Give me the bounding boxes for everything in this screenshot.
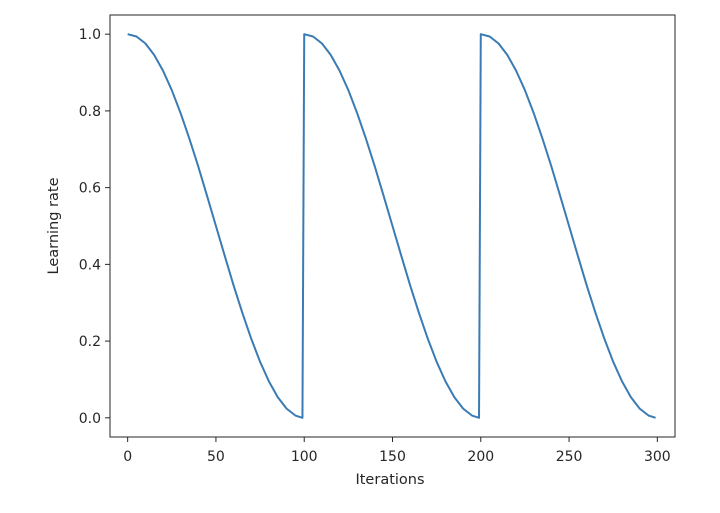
x-axis-label: Iterations	[355, 472, 424, 488]
x-axis-ticks: 0 50 100 150 200 250 300	[123, 437, 671, 465]
y-tick-label: 0.6	[79, 181, 101, 197]
y-tick-label: 0.0	[79, 411, 101, 427]
y-tick-label: 0.4	[79, 257, 101, 273]
y-axis-ticks: 0.0 0.2 0.4 0.6 0.8 1.0	[79, 27, 110, 427]
x-tick-label: 0	[123, 449, 132, 465]
x-tick-label: 250	[556, 449, 583, 465]
x-tick-label: 50	[207, 449, 225, 465]
y-tick-label: 0.8	[79, 104, 101, 120]
x-tick-label: 150	[379, 449, 406, 465]
x-tick-label: 100	[291, 449, 318, 465]
x-tick-label: 200	[467, 449, 494, 465]
y-tick-label: 1.0	[79, 27, 101, 43]
y-tick-label: 0.2	[79, 334, 101, 350]
learning-rate-series-line	[127, 33, 656, 419]
series-layer	[127, 33, 656, 419]
y-axis-label: Learning rate	[46, 177, 62, 274]
x-tick-label: 300	[644, 449, 671, 465]
